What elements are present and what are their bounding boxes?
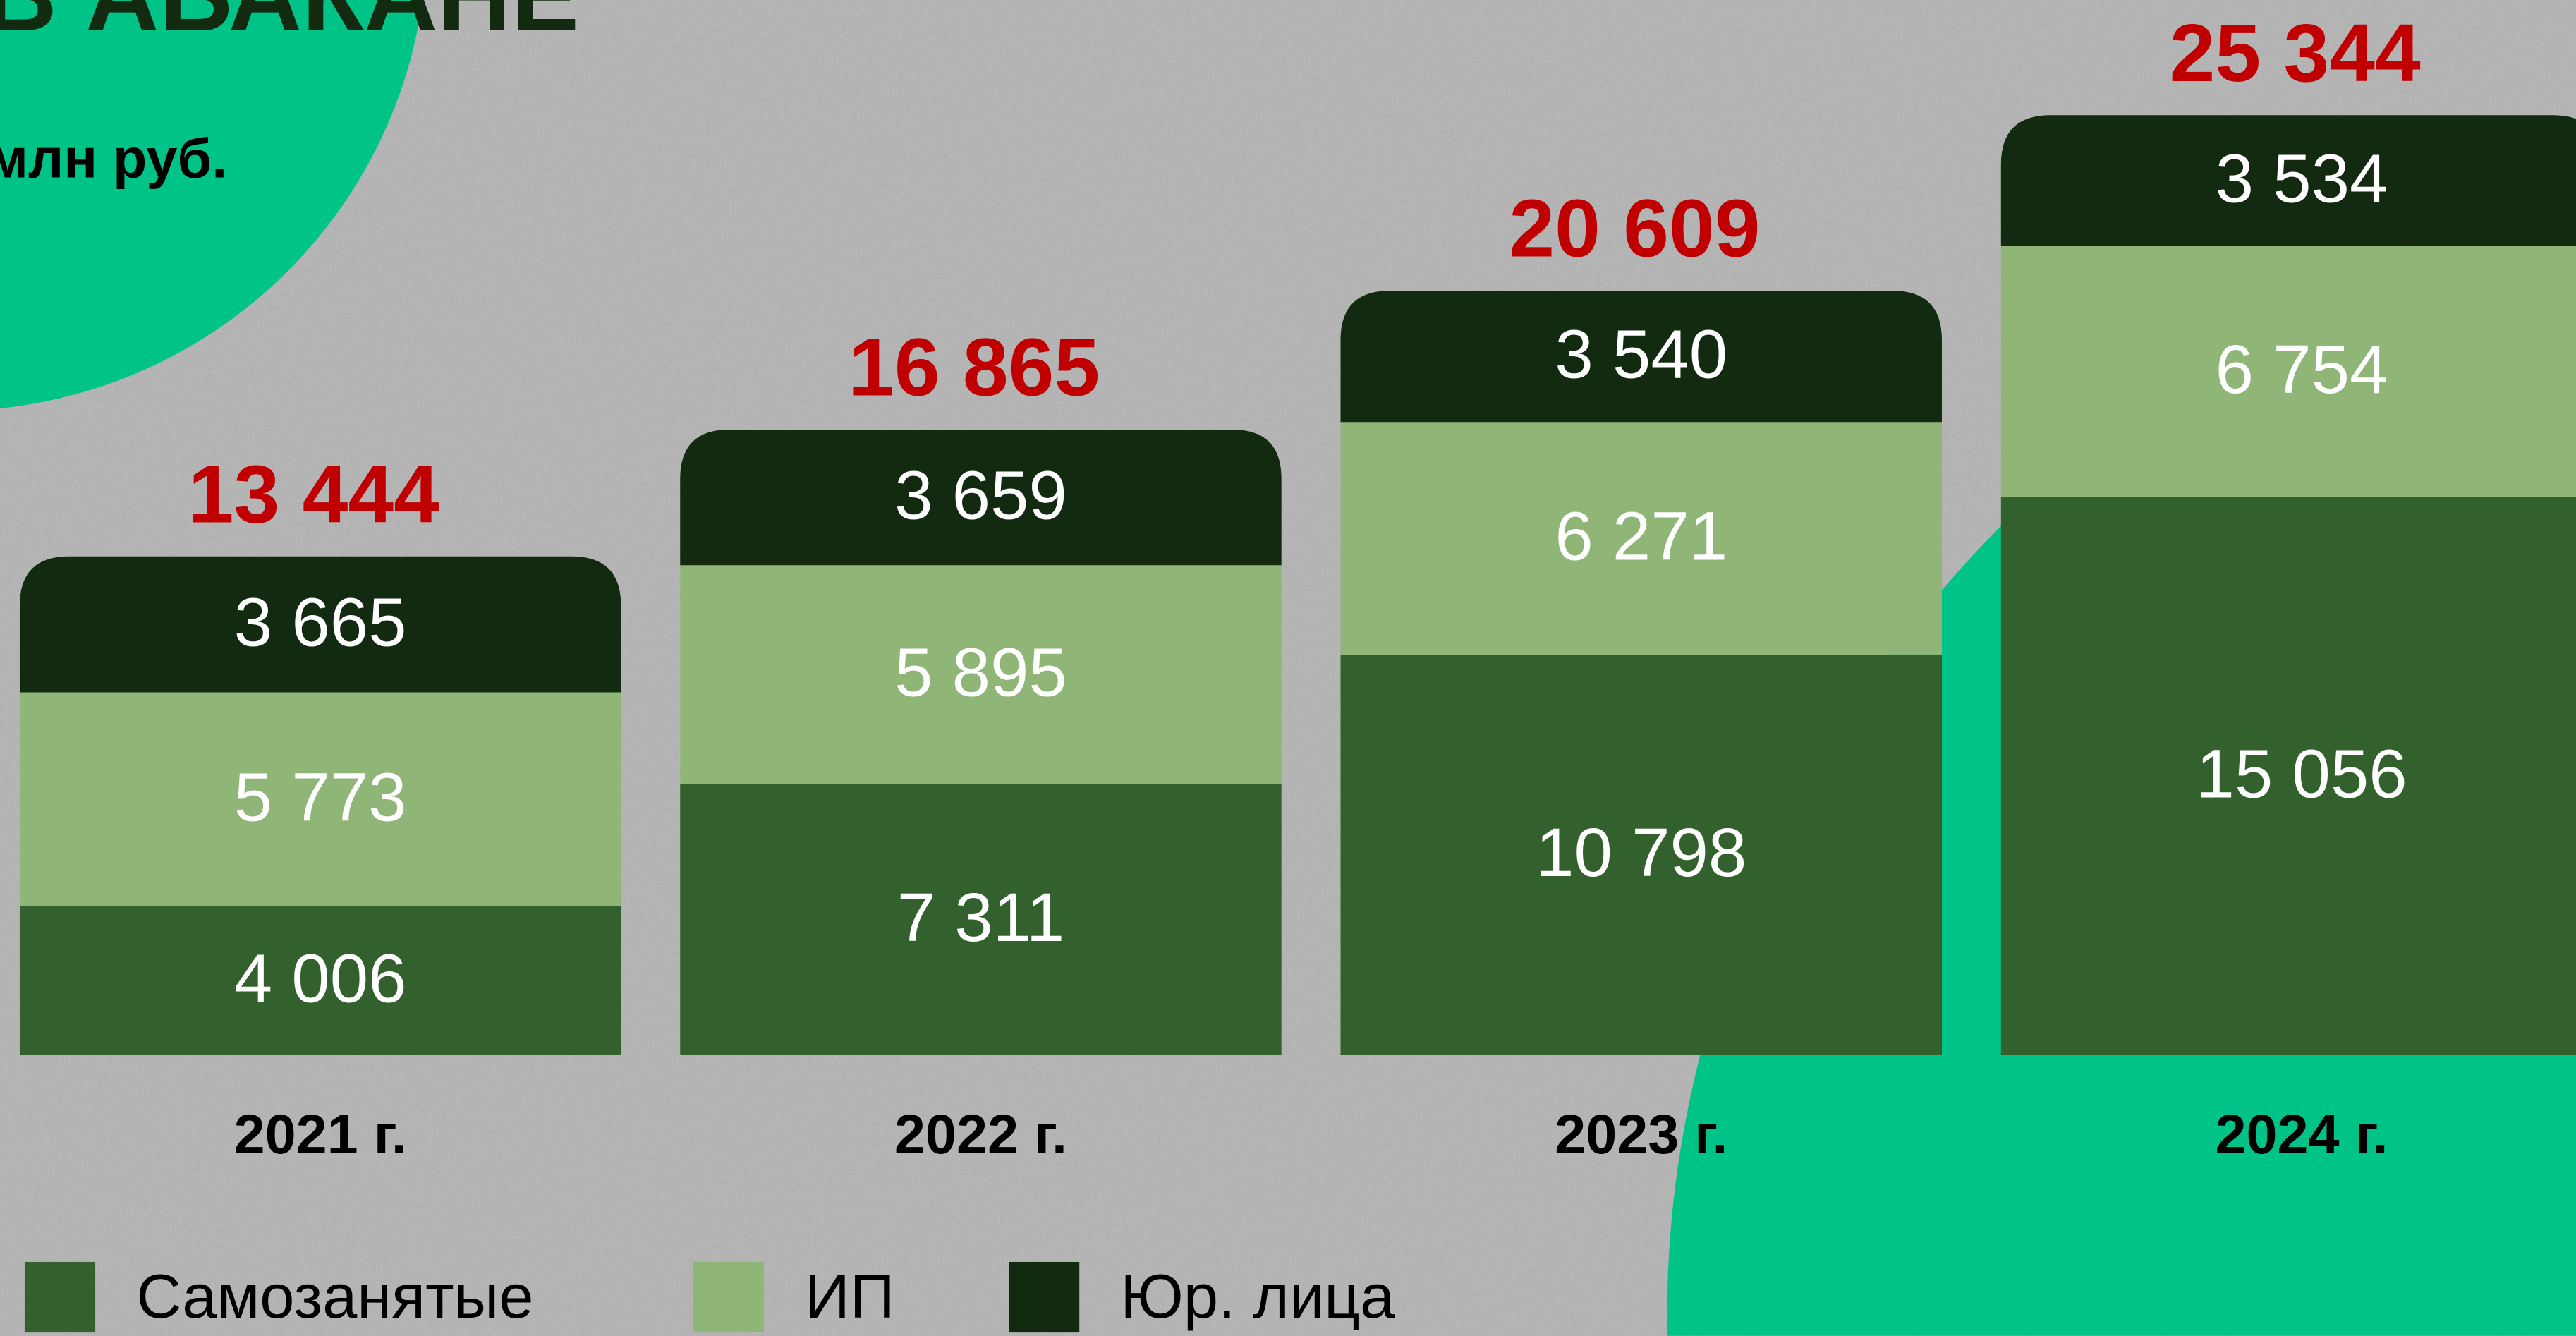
value-label: 3 540 [1555, 315, 1727, 393]
decor-circle [0, 0, 423, 408]
bar-segment [2000, 115, 2576, 247]
chart-subtitle: млн руб. [0, 127, 227, 190]
bar-segment [19, 556, 621, 693]
bar-segment [1340, 422, 1942, 655]
total-label: 25 344 [2170, 7, 2421, 99]
value-label: 6 754 [2216, 330, 2388, 408]
value-label: 3 665 [234, 583, 407, 661]
bar-segment [680, 784, 1282, 1055]
bar-segment [19, 906, 621, 1055]
bar-segment [680, 429, 1282, 566]
bar-segment [2000, 497, 2576, 1055]
x-tick-label: 2021 г. [234, 1103, 407, 1165]
legend-label: ИП [805, 1261, 894, 1331]
value-label: 7 311 [897, 878, 1065, 956]
bar-segment [19, 692, 621, 906]
value-label: 15 056 [2196, 734, 2407, 812]
total-label: 20 609 [1509, 183, 1760, 274]
legend-swatch [1009, 1261, 1080, 1333]
bar-segment [680, 565, 1282, 784]
value-label: 4 006 [234, 940, 407, 1017]
x-tick-label: 2022 г. [894, 1103, 1067, 1165]
legend-label: Юр. лица [1120, 1261, 1395, 1331]
value-label: 10 798 [1536, 813, 1746, 891]
chart-title: В АБАКАНЕ [0, 0, 579, 52]
bar-segment [2000, 246, 2576, 497]
bar-segment [1340, 654, 1942, 1055]
x-tick-label: 2023 г. [1555, 1103, 1727, 1165]
bar-segment [1340, 291, 1942, 423]
value-label: 3 659 [894, 456, 1067, 534]
total-label: 13 444 [188, 448, 439, 540]
value-label: 6 271 [1555, 497, 1727, 575]
value-label: 3 534 [2216, 140, 2388, 217]
x-tick-label: 2024 г. [2215, 1103, 2388, 1165]
legend-label: Самозанятые [136, 1261, 533, 1331]
value-label: 5 895 [894, 633, 1067, 711]
value-label: 5 773 [234, 758, 407, 836]
legend-swatch [24, 1261, 96, 1333]
legend-swatch [693, 1261, 765, 1333]
total-label: 16 865 [849, 322, 1100, 413]
